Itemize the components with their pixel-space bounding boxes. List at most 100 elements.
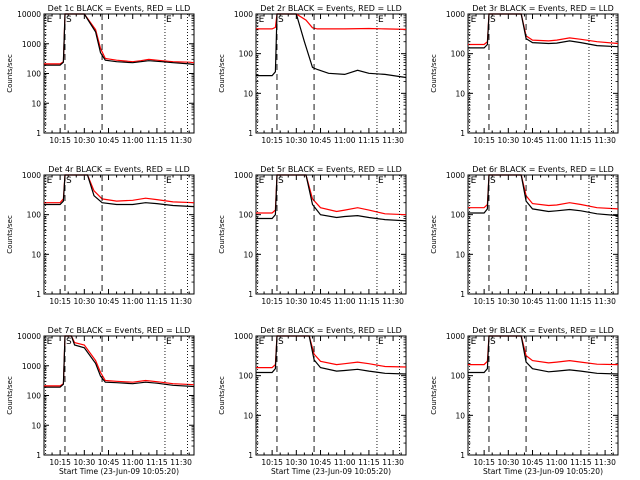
plot-frame: [255, 335, 407, 456]
x-tick-label: 10:30: [74, 458, 96, 467]
x-tick-label: 11:00: [122, 136, 144, 145]
x-tick-label: 11:15: [570, 458, 592, 467]
y-tick-label: 1000: [22, 171, 41, 180]
chart-panel-8: Det 8r BLACK = Events, RED = LLD 1 10 100 10…: [218, 326, 407, 476]
x-tick-label: 11:30: [170, 297, 192, 306]
x-tick-label: 11:15: [146, 458, 168, 467]
chart-panel-2: Det 2r BLACK = Events, RED = LLD 1 10 100 10…: [218, 4, 407, 145]
y-tick-label: 1: [36, 451, 41, 460]
y-tick-label: 1000: [234, 10, 253, 19]
y-axis-label: Counts/sec: [430, 54, 438, 93]
x-tick-label: 11:00: [334, 297, 356, 306]
x-tick-label: 11:30: [382, 297, 404, 306]
chart-title: Det 8r BLACK = Events, RED = LLD: [260, 326, 402, 335]
y-tick-label: 1000: [234, 332, 253, 341]
x-tick-label: 11:15: [358, 297, 380, 306]
x-tick-label: 10:15: [261, 458, 283, 467]
time-marker-label: E: [590, 337, 596, 347]
x-tick-label: 10:45: [522, 297, 544, 306]
series-line-black: [44, 174, 195, 208]
y-tick-label: 1: [248, 451, 253, 460]
x-tick-label: 10:30: [286, 297, 308, 306]
y-tick-label: 1000: [234, 171, 253, 180]
time-marker-label: E: [259, 15, 265, 25]
x-tick-label: 10:45: [522, 458, 544, 467]
x-tick-label: 10:45: [98, 297, 120, 306]
chart-title: Det 4r BLACK = Events, RED = LLD: [48, 165, 190, 174]
series-line-black: [468, 174, 619, 217]
y-tick-label: 100: [239, 50, 254, 59]
time-marker-label: S: [278, 337, 284, 347]
time-marker-label: S: [66, 176, 72, 186]
y-tick-label: 10000: [17, 332, 41, 341]
chart-panel-4: Det 4r BLACK = Events, RED = LLD 1 10 100 10…: [6, 165, 195, 306]
y-axis-label: Counts/sec: [430, 376, 438, 415]
x-tick-label: 10:30: [498, 136, 520, 145]
time-marker-label: S: [278, 15, 284, 25]
plot-frame: [467, 335, 619, 456]
x-tick-label: 10:30: [498, 458, 520, 467]
chart-title: Det 5r BLACK = Events, RED = LLD: [260, 165, 402, 174]
y-tick-label: 10000: [17, 10, 41, 19]
chart-title: Det 9r BLACK = Events, RED = LLD: [472, 326, 614, 335]
plot-frame: [255, 174, 407, 295]
y-axis-label: Counts/sec: [218, 54, 226, 93]
x-tick-label: 11:00: [334, 458, 356, 467]
x-tick-label: 11:00: [546, 136, 568, 145]
time-marker-label: S: [278, 176, 284, 186]
x-tick-label: 11:00: [546, 458, 568, 467]
x-tick-label: 10:45: [98, 458, 120, 467]
x-tick-label: 11:15: [358, 136, 380, 145]
time-marker-label: E: [47, 15, 53, 25]
chart-title: Det 2r BLACK = Events, RED = LLD: [260, 4, 402, 13]
x-tick-label: 11:00: [334, 136, 356, 145]
x-tick-label: 10:15: [261, 297, 283, 306]
x-tick-label: 11:00: [122, 297, 144, 306]
y-tick-label: 1000: [446, 332, 465, 341]
x-tick-label: 11:15: [146, 136, 168, 145]
y-tick-label: 1: [36, 290, 41, 299]
plot-frame: [467, 13, 619, 134]
time-marker-label: E: [471, 15, 477, 25]
y-tick-label: 1000: [446, 171, 465, 180]
y-tick-label: 10: [455, 411, 465, 420]
x-tick-label: 11:00: [122, 458, 144, 467]
x-tick-label: 11:30: [170, 136, 192, 145]
time-marker-label: S: [66, 337, 72, 347]
y-axis-label: Counts/sec: [6, 215, 14, 254]
x-axis-label: Start Time (23-Jun-09 10:05:20): [271, 467, 391, 476]
time-marker-label: E: [590, 15, 596, 25]
y-tick-label: 100: [27, 70, 42, 79]
chart-title: Det 3r BLACK = Events, RED = LLD: [472, 4, 614, 13]
y-tick-label: 100: [27, 211, 42, 220]
x-tick-label: 10:30: [74, 297, 96, 306]
y-tick-label: 100: [451, 50, 466, 59]
chart-panel-6: Det 6r BLACK = Events, RED = LLD 1 10 100 10…: [430, 165, 619, 306]
x-tick-label: 11:30: [382, 458, 404, 467]
y-tick-label: 1000: [446, 10, 465, 19]
chart-panel-5: Det 5r BLACK = Events, RED = LLD 1 10 100 10…: [218, 165, 407, 306]
y-tick-label: 1: [36, 129, 41, 138]
x-tick-label: 10:45: [98, 136, 120, 145]
time-marker-label: E: [378, 337, 384, 347]
y-tick-label: 1: [248, 290, 253, 299]
x-tick-label: 10:15: [473, 136, 495, 145]
time-marker-label: S: [490, 176, 496, 186]
y-tick-label: 10: [31, 421, 41, 430]
y-tick-label: 10: [455, 250, 465, 259]
series-line-red: [256, 13, 407, 30]
y-axis-label: Counts/sec: [218, 215, 226, 254]
chart-title: Det 6r BLACK = Events, RED = LLD: [472, 165, 614, 174]
time-marker-label: E: [471, 176, 477, 186]
time-marker-label: E: [259, 337, 265, 347]
x-tick-label: 10:45: [310, 297, 332, 306]
x-tick-label: 11:00: [546, 297, 568, 306]
time-marker-label: E: [378, 15, 384, 25]
x-tick-label: 10:15: [49, 136, 71, 145]
y-tick-label: 100: [451, 372, 466, 381]
y-tick-label: 10: [243, 250, 253, 259]
time-marker-label: E: [166, 176, 172, 186]
y-tick-label: 1000: [22, 40, 41, 49]
y-tick-label: 1: [460, 451, 465, 460]
x-tick-label: 11:15: [570, 297, 592, 306]
